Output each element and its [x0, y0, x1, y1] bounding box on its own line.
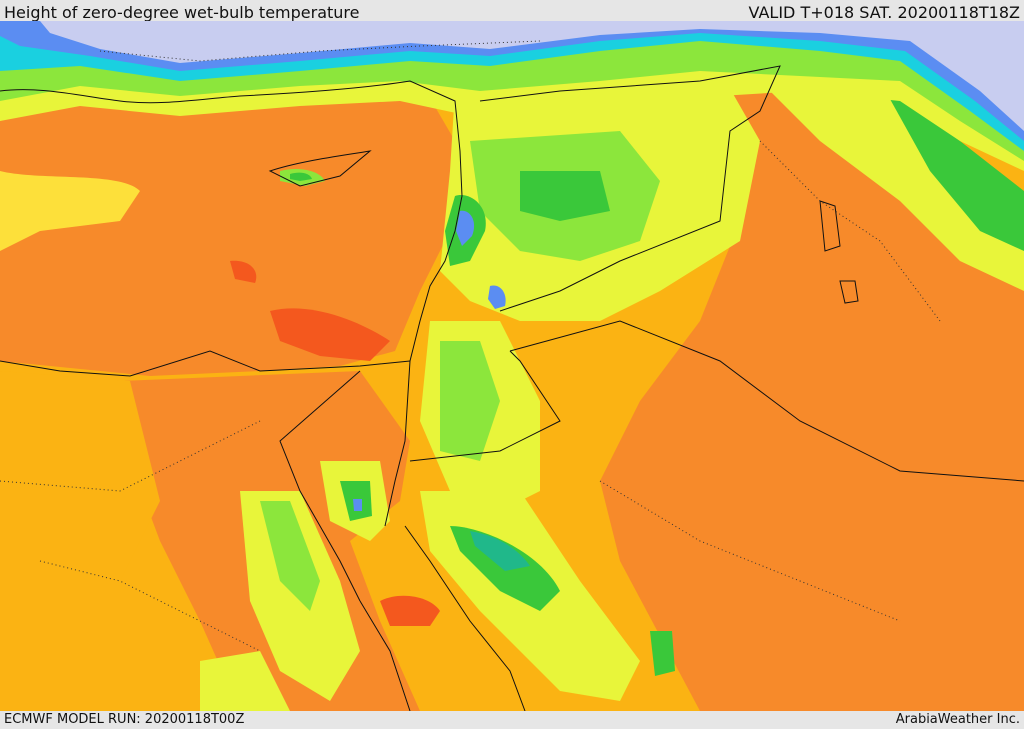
credit: ArabiaWeather Inc. [895, 712, 1020, 727]
field-north-verylow [40, 21, 1024, 131]
field-lebanon-blue [456, 210, 475, 246]
red-sea-west [359, 600, 411, 711]
levant-coast [409, 150, 463, 362]
weather-map[interactable] [0, 21, 1024, 711]
gulf-suez [279, 370, 361, 602]
field-cyprus-dgreen [290, 172, 312, 181]
admin-boundaries [0, 40, 941, 652]
field-levant-dgreen [520, 171, 610, 221]
turkey-coast [0, 80, 461, 152]
field-egypt-red [380, 595, 440, 626]
field-iraq-yellow [760, 81, 1024, 291]
field-south-green [650, 631, 675, 676]
footer-bar: ECMWF MODEL RUN: 20200118T00Z ArabiaWeat… [0, 711, 1024, 729]
iraq-provinces [759, 140, 941, 322]
field-west-amber [0, 371, 160, 581]
egypt-coast [0, 350, 411, 377]
coastlines [0, 65, 1024, 711]
field-med-red [270, 308, 390, 361]
model-run: ECMWF MODEL RUN: 20200118T00Z [4, 712, 245, 727]
lake-habbaniyah [839, 280, 859, 304]
field-mediterranean [0, 81, 455, 376]
gulf-aqaba [384, 360, 411, 527]
field-sinai-blue [353, 499, 362, 511]
chart-title: Height of zero-degree wet-bulb temperatu… [4, 3, 360, 22]
field-southwest-yellow [200, 651, 290, 711]
field-jordan-green [440, 341, 500, 461]
jordan-saudi-border [409, 350, 561, 462]
field-hermon-blue [488, 285, 506, 309]
field-eastdesert-green [260, 501, 320, 611]
field-med-yellow [0, 171, 140, 251]
valid-time: VALID T+018 SAT. 20200118T18Z [748, 3, 1020, 22]
red-sea-east [404, 525, 526, 711]
egypt-governorates [0, 420, 261, 492]
lake-tharthar [819, 200, 841, 252]
field-zagros-green [880, 81, 1024, 251]
map-canvas [0, 21, 1024, 711]
cyprus [268, 150, 372, 187]
field-med-red2 [230, 260, 257, 283]
field-east-orange [600, 61, 1024, 711]
syria-border [479, 65, 781, 312]
turkey-provinces [99, 40, 541, 62]
field-hejaz-teal [470, 531, 530, 571]
title-bar: Height of zero-degree wet-bulb temperatu… [0, 0, 1024, 22]
iraq-saudi-border [509, 320, 1024, 482]
